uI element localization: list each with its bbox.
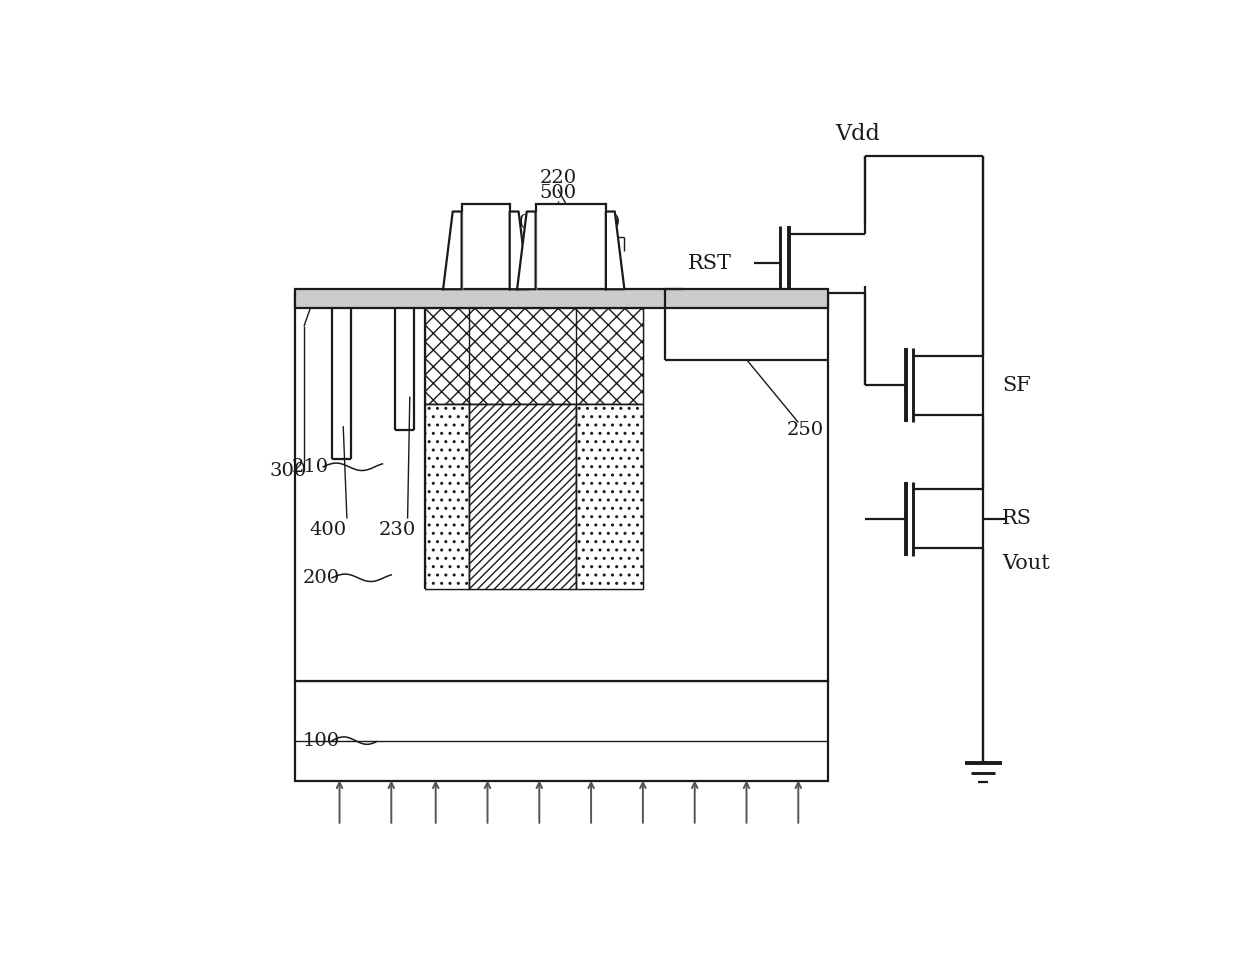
Bar <box>577 404 642 589</box>
Bar <box>295 681 828 781</box>
Bar <box>295 289 828 308</box>
Text: 210: 210 <box>291 457 329 476</box>
Text: 510: 510 <box>584 213 621 232</box>
Text: 250: 250 <box>787 421 825 439</box>
Text: 500: 500 <box>539 184 577 202</box>
Polygon shape <box>443 211 461 289</box>
Polygon shape <box>606 211 625 289</box>
Bar <box>424 404 469 589</box>
Text: Vout: Vout <box>1002 554 1049 573</box>
Text: 520: 520 <box>495 213 532 232</box>
Text: SF: SF <box>1002 376 1030 395</box>
Text: 400: 400 <box>310 521 347 539</box>
Text: RST: RST <box>688 254 732 273</box>
Text: 220: 220 <box>539 169 577 187</box>
Text: 230: 230 <box>378 521 415 539</box>
Text: 200: 200 <box>303 569 340 587</box>
Text: Vdd: Vdd <box>835 123 880 145</box>
Bar <box>469 404 577 589</box>
Bar <box>536 204 606 289</box>
Text: 300: 300 <box>269 461 306 480</box>
Text: 100: 100 <box>303 731 340 750</box>
Text: 240: 240 <box>450 521 487 539</box>
Bar <box>461 204 510 289</box>
Bar <box>424 308 642 404</box>
Bar <box>295 293 828 681</box>
Text: RS: RS <box>1002 509 1032 529</box>
Polygon shape <box>517 211 536 289</box>
Polygon shape <box>510 211 528 289</box>
